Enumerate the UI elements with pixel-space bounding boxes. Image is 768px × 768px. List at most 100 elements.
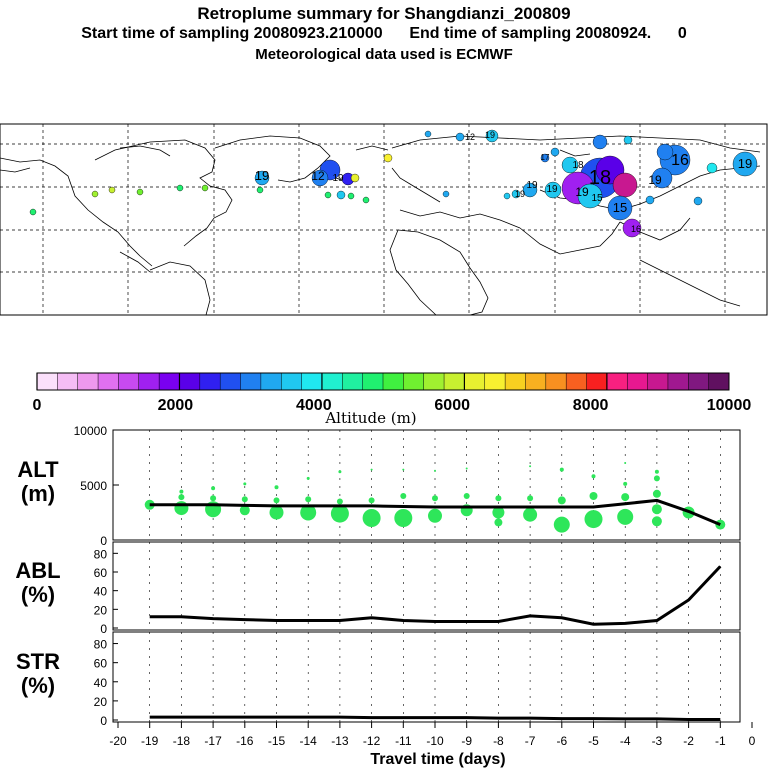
trajectory-bubble — [561, 156, 579, 174]
alt-dot — [591, 474, 596, 479]
colorbar-segment — [37, 373, 58, 390]
map-label: 19 — [648, 173, 662, 187]
map-label: 15 — [613, 200, 627, 215]
trajectory-bubble — [693, 196, 703, 206]
panel-ylabel: (%) — [21, 673, 55, 698]
colorbar-segment — [199, 373, 221, 390]
colorbar-segment — [403, 373, 425, 390]
colorbar-segment — [708, 373, 730, 390]
sampling-times: Start time of sampling 20080923.210000 E… — [81, 25, 687, 42]
trajectory-bubble — [622, 218, 642, 238]
altitude-colorbar — [36, 372, 730, 391]
colorbar-tick-label: 2000 — [158, 397, 194, 414]
panel-alt — [112, 429, 741, 541]
map-coastline — [389, 229, 437, 316]
met-data-note: Meteorological data used is ECMWF — [255, 46, 513, 63]
colorbar-segment — [57, 373, 79, 390]
map-label: 17 — [541, 153, 550, 162]
alt-dot — [434, 469, 436, 472]
trajectory-bubble — [442, 190, 450, 198]
trajectory-bubble — [651, 167, 673, 189]
trajectory-bubble — [136, 188, 144, 196]
map-label: 18 — [572, 160, 584, 171]
alt-dot — [362, 509, 381, 527]
series-line — [149, 565, 722, 626]
series-line — [149, 498, 721, 526]
alt-dot — [274, 485, 279, 490]
map-label: 16 — [631, 224, 641, 234]
y-tick-label: 0 — [100, 714, 107, 728]
y-tick-label: 40 — [94, 676, 108, 690]
y-tick-label: 60 — [94, 657, 108, 671]
trajectory-bubble — [424, 130, 432, 138]
trajectory-bubble — [503, 192, 511, 200]
trajectory-bubble — [108, 186, 116, 194]
trajectory-bubble — [176, 184, 184, 192]
map-coastline — [214, 135, 331, 183]
trajectory-bubble — [511, 189, 521, 199]
panel-frame — [112, 631, 741, 723]
colorbar-segment — [627, 373, 648, 390]
map-label: 19 — [575, 185, 589, 199]
panel-frame — [112, 541, 741, 631]
map-label: 19 — [526, 180, 538, 191]
map-coastline — [391, 167, 441, 203]
x-tick-label: -3 — [652, 734, 663, 748]
alt-dot — [529, 465, 532, 468]
trajectory-bubble — [254, 170, 270, 186]
x-tick-label: -16 — [236, 734, 254, 748]
map-coastline — [355, 145, 389, 151]
y-tick-label: 5000 — [80, 479, 107, 493]
y-tick-label: 40 — [94, 585, 108, 599]
colorbar-segment — [525, 373, 547, 390]
alt-dot — [651, 516, 662, 527]
map-coastline — [559, 149, 591, 157]
colorbar-segment — [667, 373, 689, 390]
alt-dot — [559, 467, 564, 472]
alt-dot — [241, 496, 248, 503]
y-tick-label: 20 — [94, 695, 108, 709]
map-label: 19 — [515, 189, 525, 199]
alt-dot — [179, 489, 184, 494]
x-tick-label: -20 — [109, 734, 127, 748]
x-tick-label: -6 — [556, 734, 567, 748]
colorbar-segment — [444, 373, 465, 390]
trajectory-bubble — [612, 172, 638, 198]
alt-dot — [584, 510, 603, 529]
trajectory-bubble — [336, 190, 346, 200]
map-coastline — [391, 135, 761, 153]
alt-dot — [273, 497, 280, 504]
x-tick-label: -7 — [525, 734, 536, 748]
alt-dot — [495, 495, 502, 502]
alt-dot — [651, 504, 662, 515]
trajectory-bubble — [607, 195, 633, 221]
y-tick-label: 60 — [94, 566, 108, 580]
colorbar-segment — [220, 373, 241, 390]
x-tick-label: -1 — [715, 734, 726, 748]
map-coastline — [0, 157, 153, 267]
trajectory-bubble — [544, 181, 562, 199]
colorbar-segment — [566, 373, 587, 390]
trajectory-bubble — [311, 169, 329, 187]
colorbar-segment — [281, 373, 302, 390]
alt-dot — [494, 518, 503, 527]
colorbar-segment — [505, 373, 526, 390]
alt-dot — [211, 486, 216, 491]
alt-dot — [330, 504, 349, 523]
trajectory-bubble — [485, 129, 499, 143]
x-axis — [117, 722, 753, 728]
alt-dot — [527, 495, 534, 502]
panel-frame — [112, 429, 741, 541]
x-axis-label: Travel time (days) — [370, 751, 505, 768]
colorbar-axis-label: Altitude (m) — [324, 409, 416, 427]
panel-ylabel: STR — [16, 649, 60, 674]
colorbar-segment — [383, 373, 404, 390]
y-tick-label: 80 — [94, 547, 108, 561]
alt-dot — [617, 508, 634, 525]
alt-dot — [492, 506, 505, 519]
x-tick-label: -18 — [173, 734, 191, 748]
alt-dot — [306, 476, 310, 480]
colorbar-segment — [179, 373, 201, 390]
colorbar-segment — [688, 373, 710, 390]
alt-dot — [432, 495, 438, 502]
